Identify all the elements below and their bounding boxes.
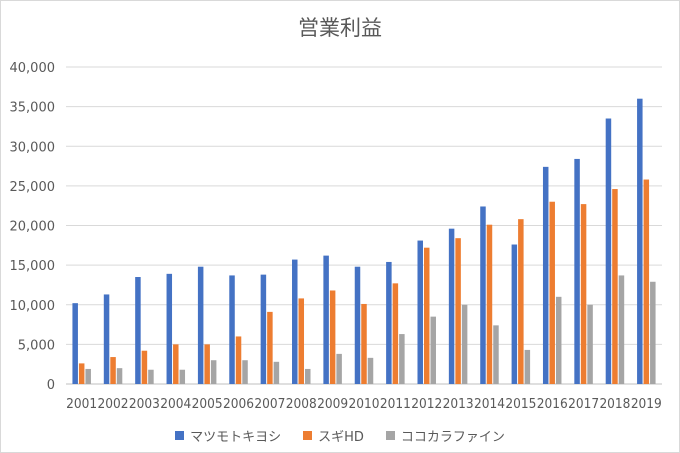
bar-ココカラファイン-2007 [273,361,280,384]
bar-スギHD-2011 [392,283,399,384]
bar-スギHD-2006 [235,336,242,384]
bar-スギHD-2004 [173,344,179,384]
x-tick-label: 2017 [568,397,599,412]
bar-スギHD-2019 [643,179,650,384]
x-tick-label: 2009 [317,397,348,412]
y-tick-label: 5,000 [18,338,55,353]
x-tick-label: 2008 [286,397,317,412]
x-tick-label: 2019 [631,397,662,412]
y-tick-label: 15,000 [10,259,56,274]
bar-スギHD-2009 [329,290,336,384]
bar-マツモトキヨシ-2008 [292,259,298,384]
x-tick-label: 2010 [349,397,380,412]
bar-ココカラファイン-2013 [461,304,468,384]
legend-item-cocokara: ココカラファイン [385,426,505,445]
bar-ココカラファイン-2010 [367,357,374,384]
x-tick-label: 2004 [160,397,191,412]
x-tick-label: 2011 [380,397,411,412]
bar-スギHD-2015 [518,219,524,384]
bar-マツモトキヨシ-2002 [103,294,110,384]
x-tick-label: 2005 [192,397,223,412]
bar-マツモトキヨシ-2006 [229,275,235,384]
bar-マツモトキヨシ-2016 [542,166,549,384]
bar-ココカラファイン-2002 [116,368,123,384]
legend-swatch-sugi [303,431,313,440]
x-tick-label: 2003 [129,397,160,412]
bar-スギHD-2012 [423,247,430,384]
bar-ココカラファイン-2016 [555,296,562,384]
bar-マツモトキヨシ-2017 [574,158,580,384]
x-tick-label: 2006 [223,397,254,412]
legend-item-sugi: スギHD [303,426,364,445]
bar-ココカラファイン-2001 [85,368,91,384]
bar-マツモトキヨシ-2005 [197,266,204,384]
bar-スギHD-2001 [78,363,85,384]
bar-ココカラファイン-2014 [493,325,499,384]
bar-マツモトキヨシ-2013 [448,228,455,384]
bar-ココカラファイン-2006 [242,360,248,384]
bar-ココカラファイン-2003 [148,369,154,384]
x-tick-label: 2018 [599,397,630,412]
y-tick-label: 10,000 [10,299,56,314]
bar-スギHD-2010 [361,303,367,384]
x-tick-label: 2007 [254,397,285,412]
bar-スギHD-2017 [580,204,587,384]
legend-item-matsukiyo: マツモトキヨシ [175,426,281,445]
y-tick-label: 0 [47,378,55,393]
bar-スギHD-2016 [549,201,555,384]
bar-ココカラファイン-2005 [210,360,217,384]
bar-マツモトキヨシ-2015 [511,244,518,384]
bar-スギHD-2014 [486,224,493,384]
bar-マツモトキヨシ-2012 [417,240,423,384]
bar-マツモトキヨシ-2009 [323,255,329,384]
bar-ココカラファイン-2008 [305,368,311,384]
legend-label-matsukiyo: マツモトキヨシ [190,430,282,445]
bar-スギHD-2007 [267,311,273,384]
bar-ココカラファイン-2019 [650,281,656,384]
bar-スギHD-2003 [141,350,148,384]
bar-マツモトキヨシ-2014 [480,206,486,384]
bar-ココカラファイン-2009 [336,353,342,384]
bar-マツモトキヨシ-2019 [637,98,643,384]
x-tick-label: 2001 [66,397,97,412]
bar-ココカラファイン-2011 [399,334,405,384]
x-tick-label: 2012 [411,397,442,412]
bar-ココカラファイン-2017 [587,304,593,384]
chart-title: 営業利益 [298,16,382,40]
x-tick-label: 2013 [443,397,474,412]
legend-swatch-matsukiyo [175,431,185,440]
x-tick-label: 2002 [98,397,129,412]
bar-マツモトキヨシ-2001 [72,303,78,384]
bar-マツモトキヨシ-2018 [605,118,612,384]
bar-マツモトキヨシ-2004 [166,273,173,384]
legend-label-cocokara: ココカラファイン [400,430,505,445]
bar-スギHD-2008 [298,298,305,384]
y-tick-label: 30,000 [10,140,56,155]
x-tick-label: 2016 [537,397,568,412]
y-tick-label: 35,000 [10,101,56,116]
bar-スギHD-2018 [612,189,618,384]
bar-ココカラファイン-2015 [524,349,531,384]
bar-スギHD-2005 [204,344,210,384]
bar-マツモトキヨシ-2010 [354,266,361,384]
legend-label-sugi: スギHD [318,430,364,445]
bar-ココカラファイン-2012 [430,316,436,384]
bar-ココカラファイン-2004 [179,369,186,384]
bar-マツモトキヨシ-2011 [386,261,392,384]
y-tick-label: 25,000 [10,180,56,195]
x-tick-label: 2014 [474,397,505,412]
bar-スギHD-2002 [110,357,116,384]
bar-ココカラファイン-2018 [618,275,625,384]
x-tick-label: 2015 [505,397,536,412]
bar-スギHD-2013 [455,238,461,384]
chart-legend: マツモトキヨシ スギHD ココカラファイン [0,426,680,445]
y-tick-label: 20,000 [10,220,56,235]
y-tick-label: 40,000 [10,61,56,76]
bar-マツモトキヨシ-2007 [260,274,267,384]
bar-マツモトキヨシ-2003 [135,277,141,384]
legend-swatch-cocokara [385,431,395,440]
